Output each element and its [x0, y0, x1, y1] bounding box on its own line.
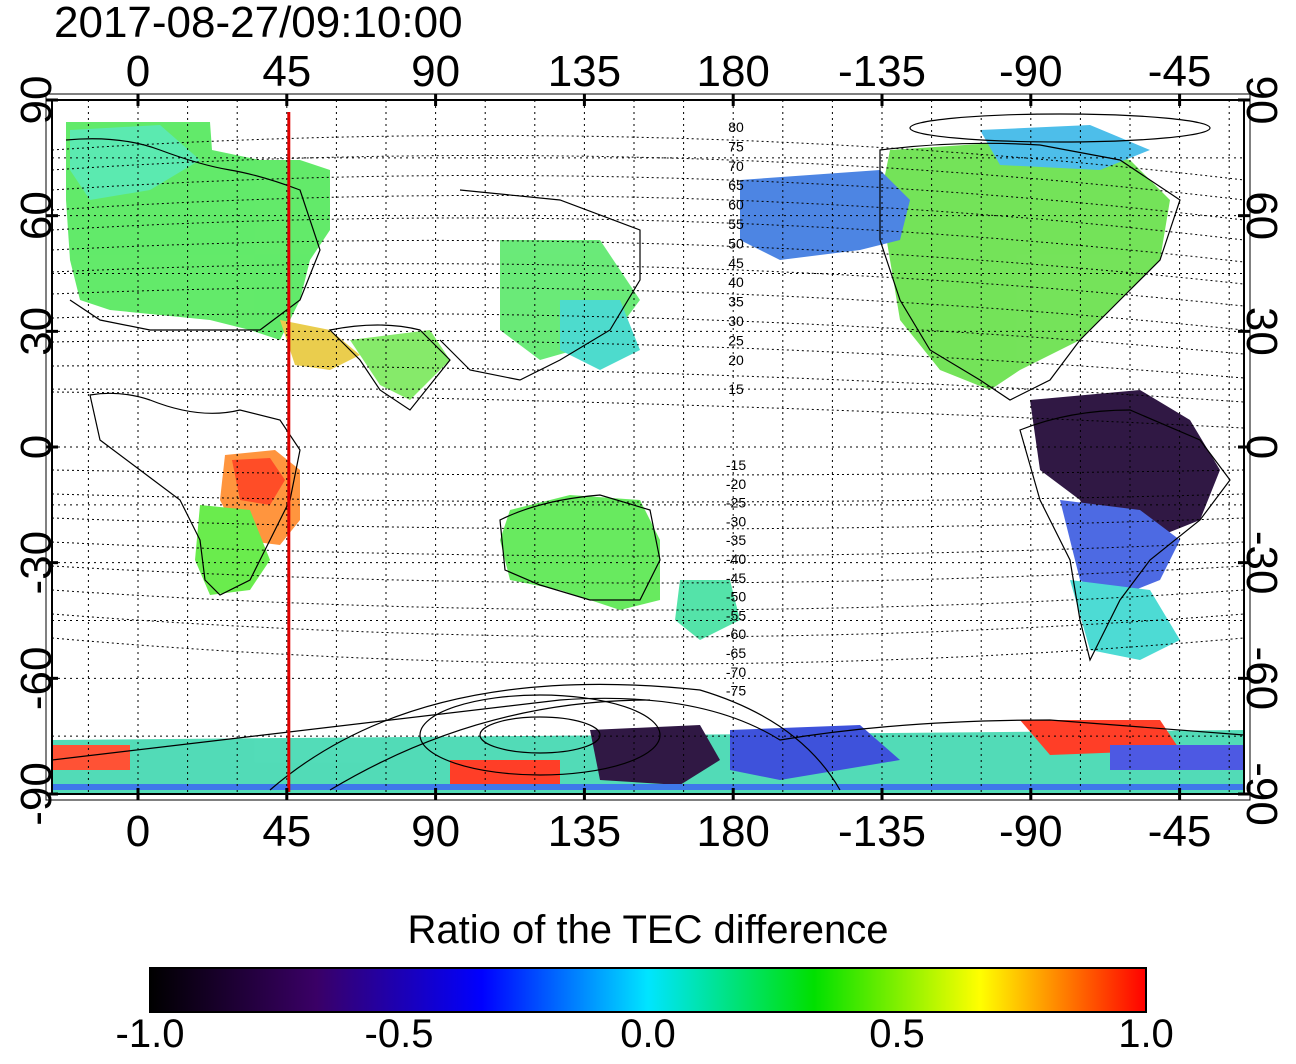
lon-tick-label-bottom: -90 [999, 807, 1063, 856]
colorbar [149, 967, 1147, 1013]
contour-label: -20 [726, 476, 746, 492]
tec-patch-africa-east-red [232, 458, 285, 505]
tec-patch-japan [560, 300, 640, 370]
lon-tick-label-top: -135 [838, 47, 926, 96]
contour-label: -65 [726, 645, 746, 661]
tec-patch-south-america-south [1070, 580, 1180, 660]
contour-label: 30 [728, 313, 744, 329]
lat-tick-label-right: -90 [1237, 762, 1286, 826]
contour-label: 60 [728, 197, 744, 213]
lat-tick-label-right: -60 [1237, 647, 1286, 711]
lat-tick-label-right: 90 [1237, 76, 1286, 125]
lat-tick-label-left: -90 [12, 762, 61, 826]
contour-label: 50 [728, 235, 744, 251]
contour-label: 25 [728, 332, 744, 348]
tec-patch-north-america [880, 140, 1170, 390]
contour-label: 70 [728, 158, 744, 174]
lat-tick-label-right: 0 [1237, 435, 1286, 459]
lon-tick-label-top: -45 [1148, 47, 1212, 96]
lon-tick-label-top: 135 [548, 47, 621, 96]
contour-label: 80 [728, 119, 744, 135]
tec-patch-middle-east [280, 320, 360, 370]
lat-tick-label-left: 90 [12, 76, 61, 125]
contour-label: -30 [726, 513, 746, 529]
lon-tick-label-bottom: -45 [1148, 807, 1212, 856]
contour-label: -15 [726, 457, 746, 473]
contour-label: -55 [726, 607, 746, 623]
tec-patch-bottom-strip [52, 784, 1244, 790]
contour-label: 45 [728, 255, 744, 271]
contour-label: 55 [728, 216, 744, 232]
tec-patch-australia [500, 495, 660, 610]
lat-tick-label-left: 0 [12, 435, 61, 459]
map-title: 2017-08-27/09:10:00 [54, 0, 463, 47]
contour-label: -40 [726, 551, 746, 567]
lon-tick-label-bottom: 135 [548, 807, 621, 856]
tec-patch-south-america-blue [1060, 500, 1180, 600]
lon-tick-label-bottom: -135 [838, 807, 926, 856]
lon-tick-label-top: 180 [696, 47, 769, 96]
contour-label: -70 [726, 664, 746, 680]
contour-label: -35 [726, 532, 746, 548]
tec-patch-antarctic-red-mid [450, 760, 560, 785]
lon-tick-label-bottom: 90 [411, 807, 460, 856]
lon-tick-label-top: 45 [262, 47, 311, 96]
lat-tick-label-left: -60 [12, 647, 61, 711]
magnetic-contours [52, 134, 1244, 665]
axis-tick-labels: 0 45 90 135 180 -135 -90 -450 45 90 135 180 -135 -90-… [12, 47, 1286, 856]
lat-tick-label-right: -30 [1237, 531, 1286, 595]
contour-label: 75 [728, 138, 744, 154]
lon-tick-label-bottom: 0 [126, 807, 150, 856]
colorbar-tick-label: -1.0 [115, 1012, 185, 1056]
contour-label: 15 [728, 381, 744, 397]
contour-label: 20 [728, 352, 744, 368]
contour-label: 65 [728, 177, 744, 193]
tec-patch-antarctic-blue-east [1110, 745, 1244, 770]
contour-label: 40 [728, 274, 744, 290]
colorbar-tick-label: 1.0 [1118, 1012, 1174, 1056]
tec-patch-africa-south [195, 505, 270, 595]
graticule [52, 100, 1244, 794]
lat-tick-label-right: 60 [1237, 191, 1286, 240]
lat-tick-label-right: 30 [1237, 307, 1286, 356]
tec-patch-antarctic-dark [590, 725, 720, 785]
solid-contours [269, 113, 1211, 791]
tec-patch-antarctic-red-west [52, 745, 130, 770]
lon-tick-label-bottom: 45 [262, 807, 311, 856]
tec-patch-india [350, 330, 450, 400]
lat-tick-label-left: 30 [12, 307, 61, 356]
tec-patch-arctic-canada [980, 125, 1150, 170]
contour-label: -45 [726, 570, 746, 586]
colorbar-tick-label: -0.5 [364, 1012, 434, 1056]
contour-label: 35 [728, 294, 744, 310]
colorbar-tick-label: 0.0 [620, 1012, 676, 1056]
lon-tick-label-bottom: 180 [696, 807, 769, 856]
tec-patch-antarctic-blue [730, 725, 900, 780]
lat-tick-label-left: 60 [12, 191, 61, 240]
colorbar-title: Ratio of the TEC difference [407, 908, 889, 952]
lon-tick-label-top: 90 [411, 47, 460, 96]
lat-tick-label-left: -30 [12, 531, 61, 595]
contour-label: -25 [726, 495, 746, 511]
contour-labels: 80 75 70 65 60 55 50 45 40 35 30 25 20 15 -15 -20 -25 -30… [726, 119, 746, 699]
lon-tick-label-top: 0 [126, 47, 150, 96]
contour-label: -60 [726, 626, 746, 642]
border-ticks [46, 94, 1250, 800]
contour-label: -75 [726, 683, 746, 699]
tec-patch-pacific-north [740, 170, 910, 260]
contour-label: -50 [726, 589, 746, 605]
colorbar-tick-label: 0.5 [869, 1012, 925, 1056]
lon-tick-label-top: -90 [999, 47, 1063, 96]
